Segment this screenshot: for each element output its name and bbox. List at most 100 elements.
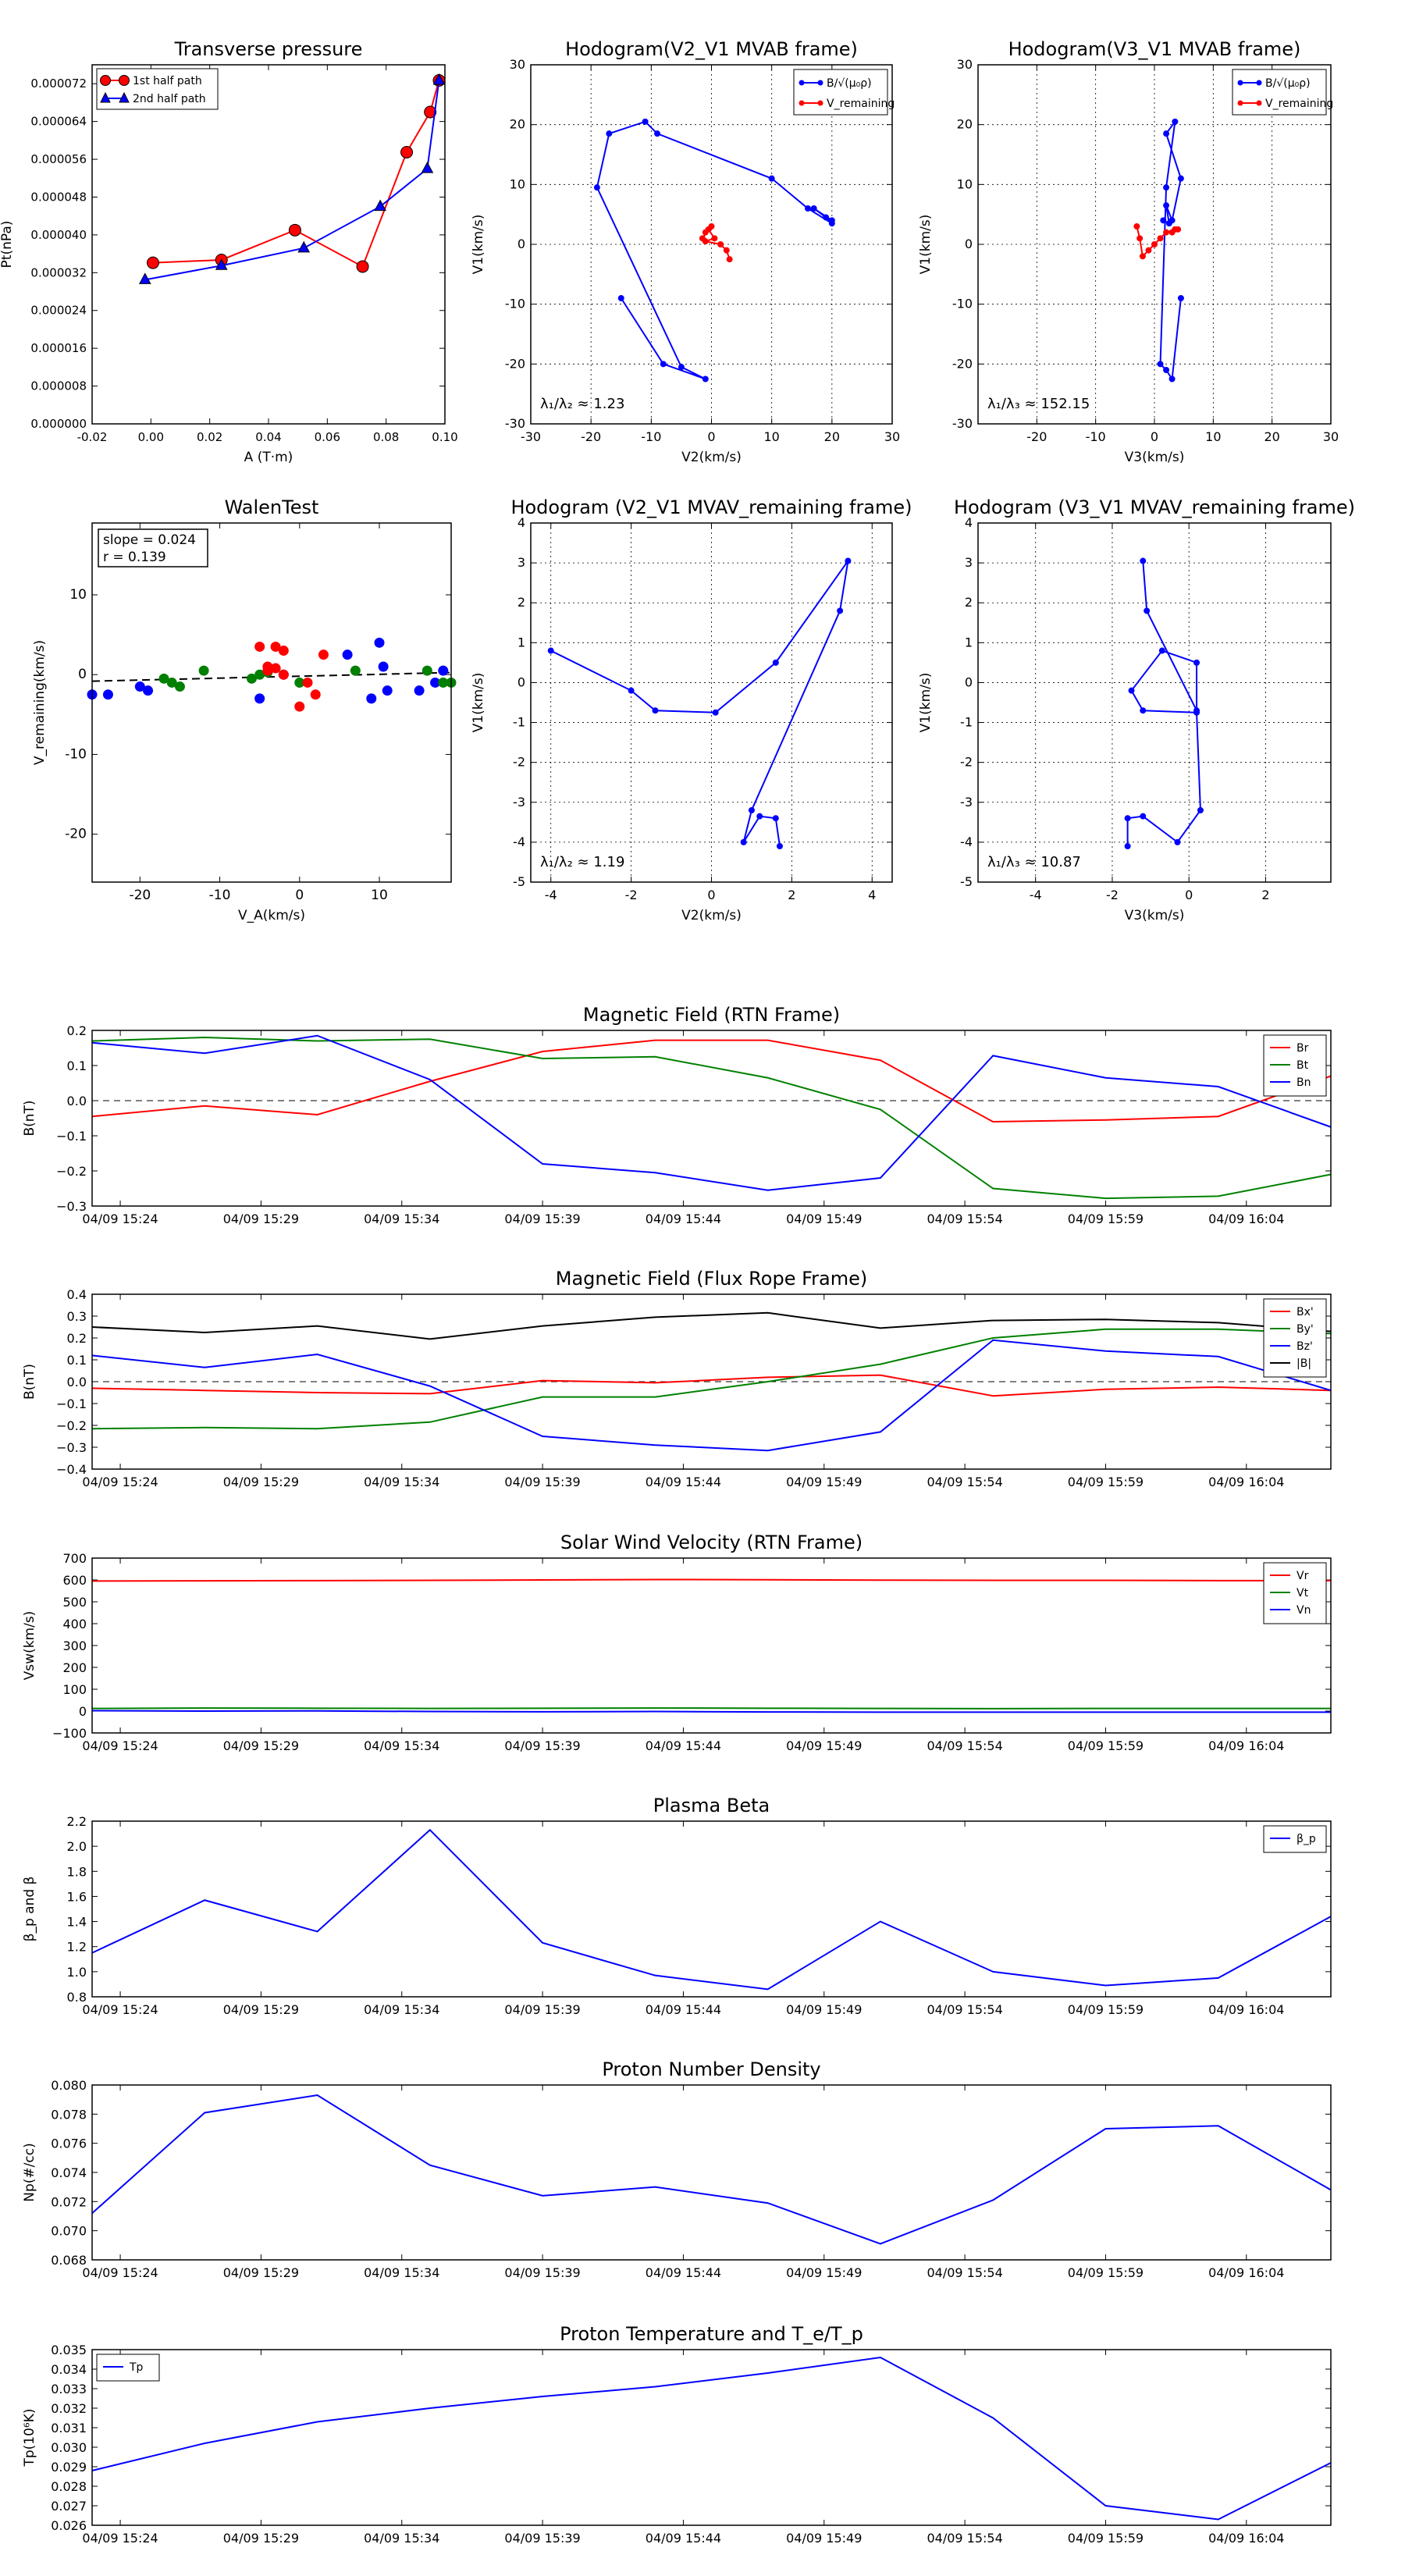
- y-tick-label: 1: [965, 635, 973, 649]
- x-tick-label: 04/09 15:29: [223, 2002, 299, 2017]
- data-point-1: [1139, 253, 1146, 260]
- point-2nd-half-path: [215, 258, 228, 270]
- legend: B/√(μ₀ρ) V_remaining: [1232, 69, 1333, 116]
- chart-transverse-pressure: Transverse pressure -0.02 0.00 0.02 0.04 0.06…: [0, 38, 458, 465]
- x-tick-label: -30: [521, 429, 541, 444]
- data-point-0: [828, 217, 835, 224]
- x-tick-label: 04/09 15:34: [364, 1212, 439, 1226]
- y-tick-label: 0.068: [51, 2253, 87, 2268]
- scatter-point: [198, 665, 209, 676]
- point-1st-half-path: [356, 260, 369, 273]
- data-point-0: [1163, 130, 1170, 137]
- y-tick-label: 0.076: [51, 2137, 87, 2151]
- y-tick-label: 0: [78, 667, 87, 682]
- y-tick-label: 20: [957, 117, 973, 132]
- chart-title: WalenTest: [225, 496, 319, 518]
- chart-mag_fr: Magnetic Field (Flux Rope Frame) 04/09 15…: [22, 1268, 1332, 1489]
- x-tick-label: -2: [625, 888, 638, 902]
- series-line-Bz': [91, 1339, 1332, 1452]
- x-tick-label: 0.10: [432, 430, 457, 444]
- y-tick-label: 1.6: [67, 1889, 87, 1904]
- x-tick-label: 04/09 15:24: [82, 2002, 158, 2017]
- y-tick-label: 0.000016: [30, 341, 87, 355]
- y-tick-label: −0.1: [56, 1397, 87, 1411]
- y-tick-label: 0.000032: [30, 265, 87, 279]
- x-tick-label: 04/09 15:59: [1068, 1738, 1144, 1753]
- y-tick-label: 0.027: [51, 2499, 87, 2514]
- legend-marker: [799, 100, 805, 106]
- x-tick-label: 20: [824, 429, 840, 444]
- x-tick-label: 04/09 15:59: [1068, 2531, 1144, 2546]
- y-tick-label: -2: [513, 755, 525, 770]
- y-tick-label: 0.034: [51, 2362, 87, 2377]
- y-tick-label: -20: [65, 827, 87, 842]
- x-tick-label: 04/09 15:44: [646, 1475, 721, 1489]
- legend-label: Bt: [1297, 1059, 1309, 1072]
- y-tick-label: 0.000000: [30, 417, 87, 431]
- data-point-1: [1168, 229, 1176, 236]
- legend-label: 2nd half path: [133, 93, 206, 105]
- point-2nd-half-path: [432, 73, 446, 85]
- chart-walen-test: WalenTest -20 -10 0 10 -20 -10 0 10 V_A(km/s) V_re…: [32, 496, 457, 923]
- legend-marker: [100, 91, 111, 103]
- x-tick-label: 30: [884, 429, 900, 444]
- y-tick-label: 600: [62, 1573, 87, 1588]
- scatter-point: [318, 649, 329, 660]
- series-line-Vn: [91, 1710, 1331, 1713]
- y-tick-label: -30: [952, 416, 973, 431]
- y-axis-label: V1(km/s): [471, 215, 486, 275]
- x-tick-label: 10: [763, 429, 779, 444]
- ratio-annotation: λ₁/λ₂ ≈ 1.23: [540, 396, 624, 412]
- series-line-0: [91, 2094, 1332, 2245]
- y-axis-label: Pt(nPa): [0, 221, 15, 269]
- x-tick-label: 04/09 15:34: [364, 2002, 439, 2017]
- y-axis-label: β_p and β: [22, 1877, 37, 1942]
- scatter-point: [174, 681, 185, 692]
- series-line-Tp: [91, 2356, 1332, 2521]
- legend-marker: [817, 100, 823, 106]
- x-tick-label: 04/09 16:04: [1208, 1212, 1284, 1226]
- x-tick-label: 20: [1264, 429, 1279, 444]
- y-tick-label: -20: [952, 356, 973, 371]
- y-tick-label: 700: [62, 1551, 87, 1566]
- series-line-β_p: [91, 1828, 1332, 1991]
- plot-frame: [91, 1820, 1332, 1998]
- data-point-0: [628, 687, 635, 694]
- x-tick-label: -10: [209, 888, 231, 903]
- legend-marker: [817, 80, 823, 86]
- data-point-0: [1124, 815, 1131, 822]
- y-tick-label: 0.1: [67, 1059, 87, 1073]
- y-tick-label: 0.074: [51, 2165, 87, 2180]
- x-tick-label: 04/09 15:34: [364, 2265, 439, 2280]
- x-tick-label: 04/09 15:39: [504, 1212, 580, 1226]
- legend-box: [1232, 69, 1327, 116]
- legend-label: Vr: [1297, 1570, 1309, 1582]
- y-tick-label: 0: [79, 1704, 87, 1719]
- y-tick-label: 0.070: [51, 2224, 87, 2239]
- x-tick-label: 04/09 15:44: [646, 2531, 721, 2546]
- y-tick-label: 0.000040: [30, 228, 87, 242]
- ratio-annotation: λ₁/λ₂ ≈ 1.19: [540, 854, 624, 870]
- x-tick-label: 04/09 15:49: [786, 2531, 862, 2546]
- legend-marker: [1256, 100, 1262, 106]
- plot-frame: [977, 522, 1332, 883]
- y-tick-label: 0.000064: [30, 115, 87, 129]
- y-tick-label: 20: [510, 117, 525, 132]
- x-tick-label: 04/09 15:34: [364, 1738, 439, 1753]
- scatter-point: [254, 693, 265, 704]
- point-2nd-half-path: [374, 199, 386, 212]
- data-point-0: [617, 295, 624, 301]
- series-line-2nd-half-path: [144, 80, 440, 281]
- data-point-0: [772, 815, 779, 822]
- y-tick-label: 1.0: [67, 1965, 87, 1980]
- plot-frame: [977, 64, 1332, 425]
- scatter-point: [166, 677, 177, 688]
- x-tick-label: 04/09 15:34: [364, 2531, 439, 2546]
- y-axis-label: B(nT): [22, 1364, 37, 1400]
- y-tick-label: -5: [960, 874, 973, 889]
- x-tick-label: 0: [1151, 429, 1158, 444]
- y-tick-label: 2: [518, 595, 525, 610]
- data-point-1: [711, 235, 718, 242]
- x-tick-label: 04/09 15:29: [223, 1212, 299, 1226]
- chart-title: Magnetic Field (RTN Frame): [583, 1004, 840, 1026]
